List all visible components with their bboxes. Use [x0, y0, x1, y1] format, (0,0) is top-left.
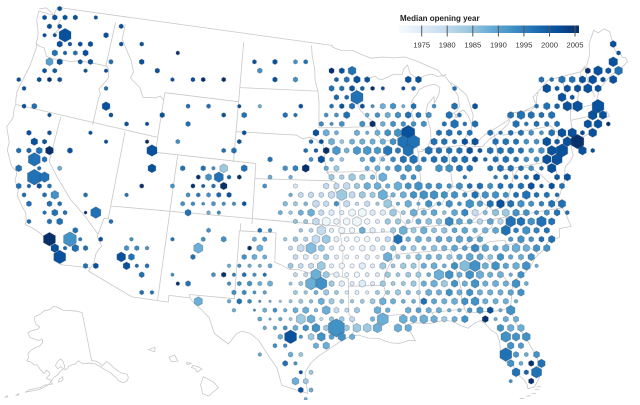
svg-text:1990: 1990: [490, 41, 507, 50]
svg-text:1975: 1975: [413, 41, 430, 50]
svg-text:1980: 1980: [439, 41, 456, 50]
svg-text:2005: 2005: [567, 41, 584, 50]
svg-text:1985: 1985: [464, 41, 481, 50]
svg-text:Median opening year: Median opening year: [400, 14, 480, 23]
svg-text:2000: 2000: [541, 41, 558, 50]
svg-text:1995: 1995: [515, 41, 532, 50]
